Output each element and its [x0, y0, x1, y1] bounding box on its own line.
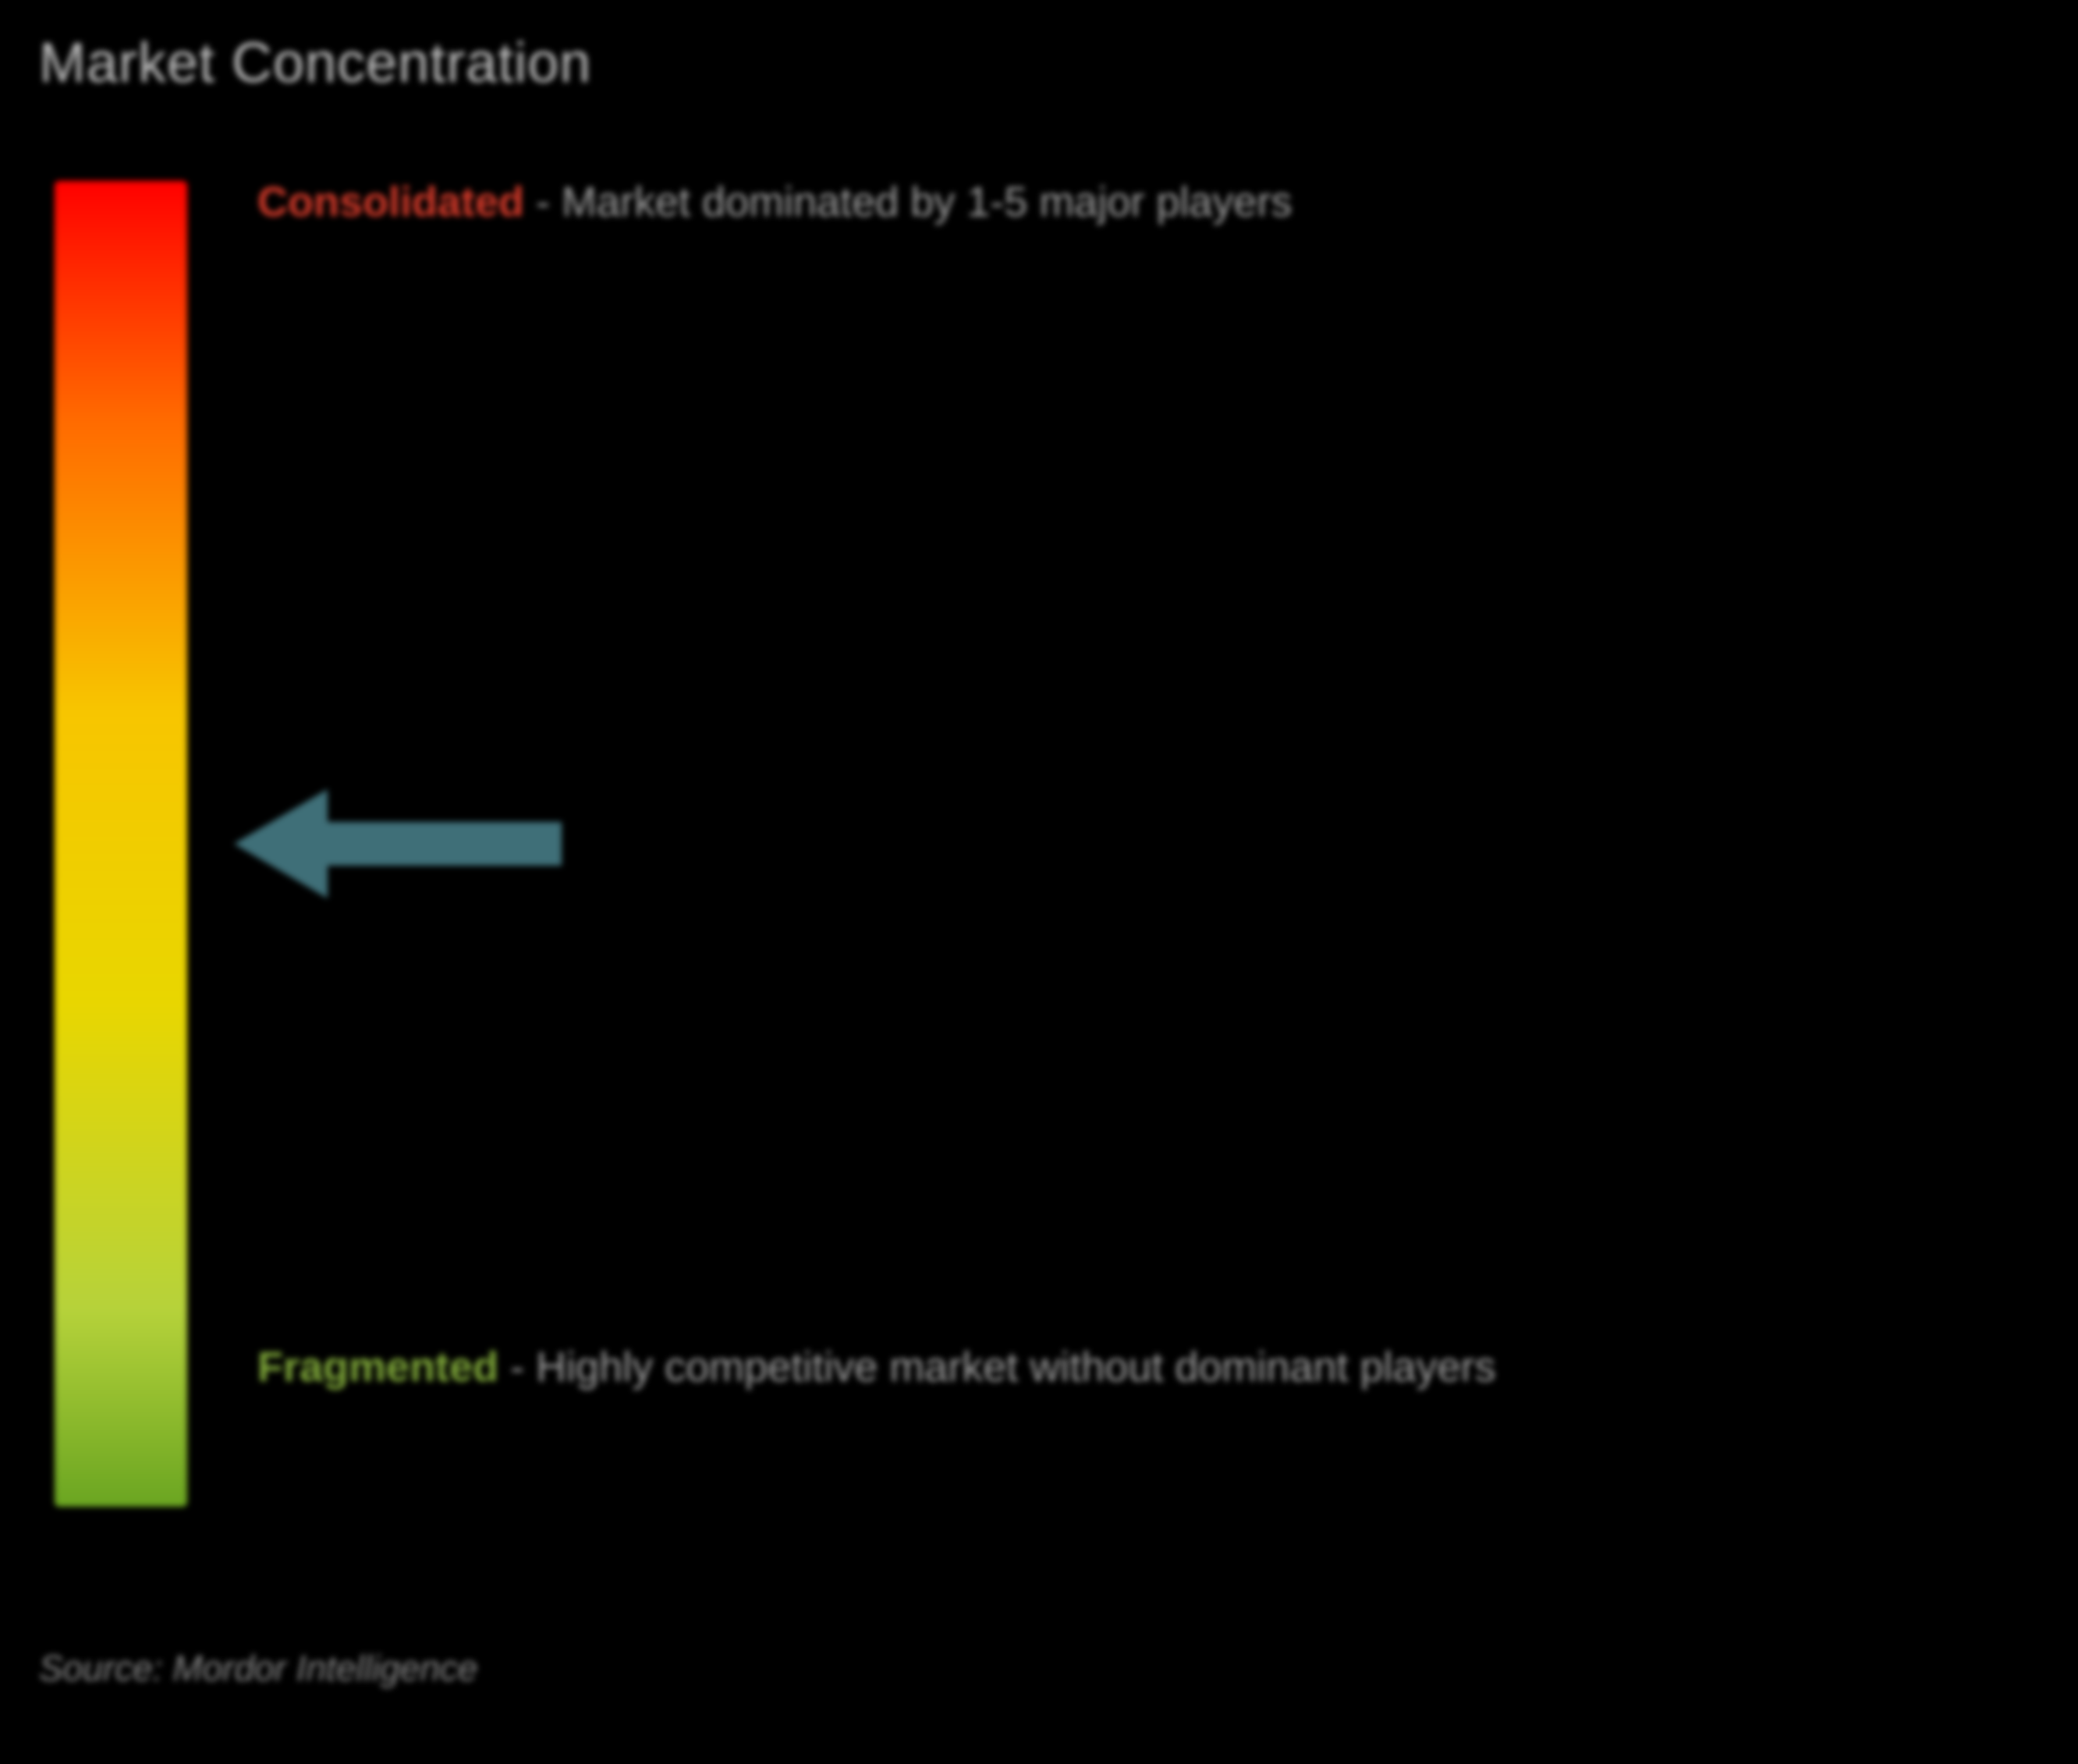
- fragmented-desc: - Highly competitive market without domi…: [510, 1344, 1496, 1390]
- consolidated-desc: - Market dominated by 1-5 major players: [536, 179, 1292, 225]
- consolidated-label-row: Consolidated - Market dominated by 1-5 m…: [257, 173, 1883, 232]
- chart-title: Market Concentration: [39, 31, 2039, 95]
- arrow-left-icon: [234, 789, 562, 898]
- source-attribution: Source: Mordor Intelligence: [39, 1647, 2039, 1689]
- chart-body: Consolidated - Market dominated by 1-5 m…: [39, 181, 2039, 1507]
- position-arrow: [234, 789, 562, 898]
- labels-column: Consolidated - Market dominated by 1-5 m…: [257, 181, 2039, 1507]
- concentration-gradient-bar: [55, 181, 187, 1507]
- consolidated-label: Consolidated: [257, 179, 524, 225]
- fragmented-label: Fragmented: [257, 1344, 498, 1390]
- fragmented-label-row: Fragmented - Highly competitive market w…: [257, 1335, 1883, 1401]
